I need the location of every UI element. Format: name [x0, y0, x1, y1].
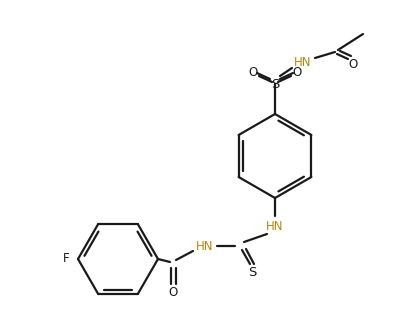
Text: O: O — [348, 58, 358, 71]
Text: O: O — [292, 66, 301, 78]
Text: O: O — [249, 66, 258, 78]
Text: O: O — [168, 286, 178, 299]
Text: HN: HN — [294, 56, 312, 69]
Text: S: S — [271, 77, 279, 90]
Text: HN: HN — [266, 219, 284, 232]
Text: S: S — [248, 265, 256, 278]
Text: F: F — [63, 253, 69, 265]
Text: HN: HN — [196, 240, 214, 253]
